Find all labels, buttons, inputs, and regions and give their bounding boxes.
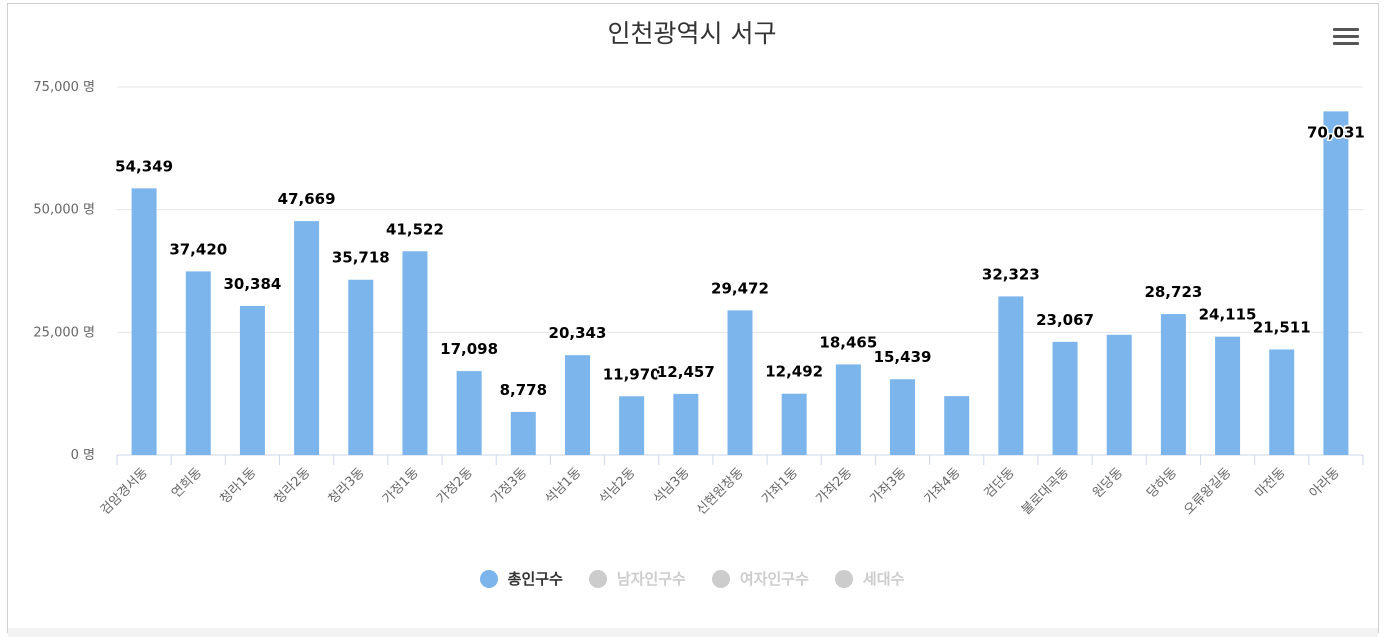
- legend-label: 총인구수: [507, 570, 563, 588]
- bar[interactable]: [619, 396, 645, 455]
- bar[interactable]: [402, 251, 428, 455]
- data-label: 54,349: [115, 157, 173, 175]
- y-tick-label: 0 명: [71, 448, 95, 463]
- data-label: 41,522: [386, 220, 444, 238]
- bar[interactable]: [1160, 314, 1186, 455]
- x-tick-label: 불로대곡동: [1019, 465, 1072, 518]
- y-tick-label: 25,000 명: [33, 325, 95, 340]
- legend-item-households[interactable]: 세대수: [834, 568, 905, 589]
- bar[interactable]: [781, 393, 807, 455]
- legend-marker-icon: [711, 569, 730, 588]
- data-label: 8,778: [500, 381, 547, 399]
- legend-label: 세대수: [862, 570, 905, 588]
- x-tick-label: 가좌2동: [813, 465, 855, 507]
- data-label: 24,115: [1199, 306, 1257, 324]
- bar[interactable]: [131, 188, 157, 455]
- chart-title: 인천광역시 서구: [607, 19, 777, 48]
- x-tick-label: 가좌1동: [759, 465, 801, 507]
- data-label: 30,384: [223, 275, 281, 293]
- x-tick-label: 청라1동: [217, 465, 259, 507]
- chart-menu-button[interactable]: [1333, 28, 1359, 48]
- x-tick-label: 아라동: [1307, 465, 1343, 501]
- legend-item-female[interactable]: 여자인구수: [711, 568, 809, 589]
- data-label: 29,472: [711, 279, 769, 297]
- chart-legend: 총인구수 남자인구수 여자인구수 세대수: [0, 568, 1384, 589]
- x-tick-label: 가좌3동: [868, 465, 910, 507]
- data-label: 32,323: [982, 265, 1040, 283]
- bar[interactable]: [294, 221, 320, 455]
- bar[interactable]: [1106, 334, 1132, 455]
- bar[interactable]: [1215, 336, 1241, 455]
- data-label: 18,465: [819, 333, 877, 351]
- data-label: 70,031: [1307, 123, 1365, 141]
- y-tick-label: 50,000 명: [33, 203, 95, 218]
- x-tick-label: 연희동: [169, 465, 205, 501]
- data-label: 17,098: [440, 340, 498, 358]
- x-tick-label: 가정2동: [434, 465, 476, 507]
- data-label: 20,343: [549, 324, 607, 342]
- data-label: 28,723: [1144, 283, 1202, 301]
- bar[interactable]: [673, 393, 699, 455]
- legend-label: 남자인구수: [616, 570, 686, 588]
- x-tick-label: 가정3동: [488, 465, 530, 507]
- data-label: 23,067: [1036, 311, 1094, 329]
- legend-marker-icon: [479, 569, 498, 588]
- hamburger-menu-icon: [1333, 28, 1359, 31]
- bar[interactable]: [890, 379, 916, 455]
- x-tick-label: 검단동: [982, 465, 1018, 501]
- page-footer-strip: [8, 628, 1378, 637]
- legend-item-total[interactable]: 총인구수: [479, 568, 563, 589]
- bar[interactable]: [239, 305, 265, 455]
- bar[interactable]: [1323, 111, 1349, 455]
- data-label: 12,457: [657, 363, 715, 381]
- bar[interactable]: [185, 271, 211, 455]
- chart-container: [7, 3, 1379, 633]
- bar[interactable]: [1052, 341, 1078, 455]
- data-label: 11,970: [603, 365, 661, 383]
- data-label: 47,669: [278, 190, 336, 208]
- x-tick-label: 석남2동: [597, 465, 639, 507]
- legend-marker-icon: [588, 569, 607, 588]
- x-tick-label: 오류왕길동: [1181, 465, 1234, 518]
- bar[interactable]: [456, 371, 482, 455]
- y-tick-label: 75,000 명: [33, 80, 95, 95]
- bar[interactable]: [510, 411, 536, 455]
- hamburger-menu-icon-line: [1333, 35, 1359, 38]
- x-tick-label: 검암경서동: [98, 465, 151, 518]
- legend-marker-icon: [834, 569, 853, 588]
- x-tick-label: 마전동: [1253, 465, 1289, 501]
- data-label: 35,718: [332, 249, 390, 267]
- bar[interactable]: [1269, 349, 1295, 455]
- data-label: 12,492: [765, 363, 823, 381]
- x-tick-label: 청라2동: [272, 465, 314, 507]
- x-tick-label: 신현원창동: [694, 465, 747, 518]
- bar[interactable]: [348, 279, 374, 455]
- x-tick-label: 가좌4동: [922, 465, 964, 507]
- legend-item-male[interactable]: 남자인구수: [588, 568, 686, 589]
- x-tick-label: 청라3동: [326, 465, 368, 507]
- bar[interactable]: [998, 296, 1024, 455]
- x-tick-label: 당하동: [1144, 465, 1180, 501]
- legend-label: 여자인구수: [739, 570, 809, 588]
- hamburger-menu-icon-line: [1333, 42, 1359, 45]
- bar[interactable]: [727, 310, 753, 455]
- bar[interactable]: [835, 364, 861, 455]
- bar[interactable]: [944, 396, 970, 455]
- x-tick-label: 석남3동: [651, 465, 693, 507]
- bar[interactable]: [564, 355, 590, 455]
- x-tick-label: 가정1동: [380, 465, 422, 507]
- data-label: 21,511: [1253, 318, 1311, 336]
- x-tick-label: 석남1동: [542, 465, 584, 507]
- data-label: 15,439: [874, 348, 932, 366]
- data-label: 37,420: [169, 240, 227, 258]
- x-tick-label: 원당동: [1090, 465, 1126, 501]
